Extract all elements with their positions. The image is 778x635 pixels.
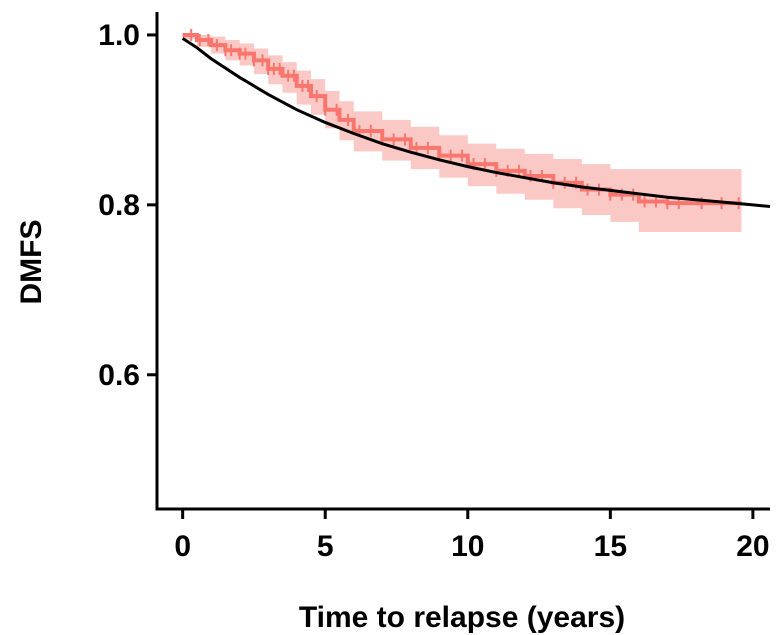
- model-fit-curve: [181, 37, 771, 209]
- y-tick-label: 0.6: [98, 359, 140, 392]
- x-axis-title: Time to relapse (years): [299, 601, 625, 634]
- x-tick-label: 0: [174, 530, 191, 563]
- confidence-band: [182, 34, 742, 233]
- x-axis-ticks: 0 5 10 15 20: [174, 509, 770, 563]
- plot-area: [181, 28, 771, 233]
- x-tick-label: 20: [736, 530, 769, 563]
- x-tick-label: 10: [451, 530, 484, 563]
- x-tick-label: 15: [594, 530, 627, 563]
- y-axis-title: DMFS: [15, 220, 48, 305]
- y-axis-ticks: 0.6 0.8 1.0: [98, 19, 157, 392]
- y-tick-label: 0.8: [98, 189, 140, 222]
- y-tick-label: 1.0: [98, 19, 140, 52]
- x-tick-label: 5: [317, 530, 334, 563]
